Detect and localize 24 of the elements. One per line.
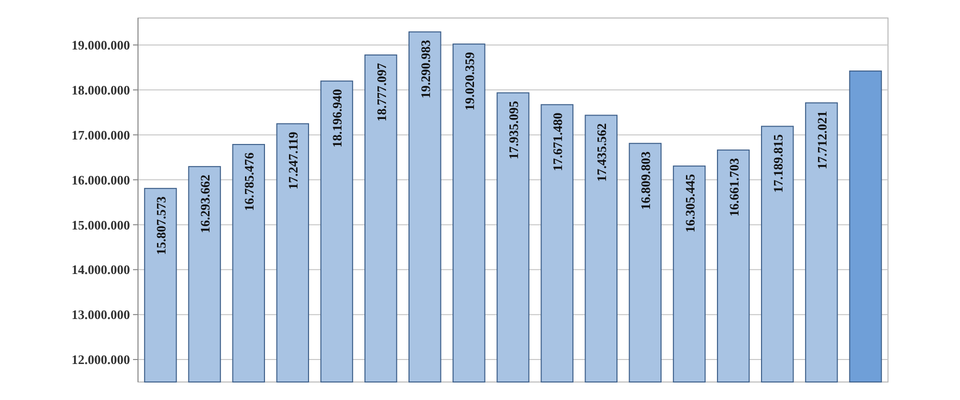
data-label: 16.293.662 (198, 174, 213, 234)
data-label: 17.247.119 (286, 131, 301, 190)
data-label: 19.290.983 (418, 39, 433, 98)
data-label: 16.305.445 (682, 174, 698, 233)
data-label: 17.712.021 (814, 110, 830, 170)
data-label: 16.809.803 (638, 150, 654, 210)
y-tick-label: 17.000.000 (72, 127, 130, 142)
data-label: 18.196.940 (330, 89, 345, 148)
y-tick-label: 13.000.000 (72, 307, 130, 322)
data-label: 17.189.815 (770, 134, 786, 193)
y-tick-label: 18.000.000 (72, 82, 130, 98)
y-tick-label: 12.000.000 (72, 352, 130, 368)
data-label: 17.671.480 (550, 112, 566, 172)
data-label: 17.435.562 (594, 123, 610, 182)
y-tick-label: 14.000.000 (72, 262, 130, 278)
y-tick-label: 19.000.000 (72, 38, 130, 53)
data-label: 15.807.573 (153, 196, 168, 255)
y-tick-label: 16.000.000 (72, 172, 130, 188)
data-label: 16.661.703 (726, 158, 742, 217)
data-label: 17.935.095 (506, 100, 521, 160)
y-tick-label: 15.000.000 (72, 217, 130, 232)
data-label: 18.777.097 (374, 62, 389, 122)
data-label: 16.785.476 (242, 152, 257, 211)
data-label: 19.020.359 (462, 52, 477, 111)
